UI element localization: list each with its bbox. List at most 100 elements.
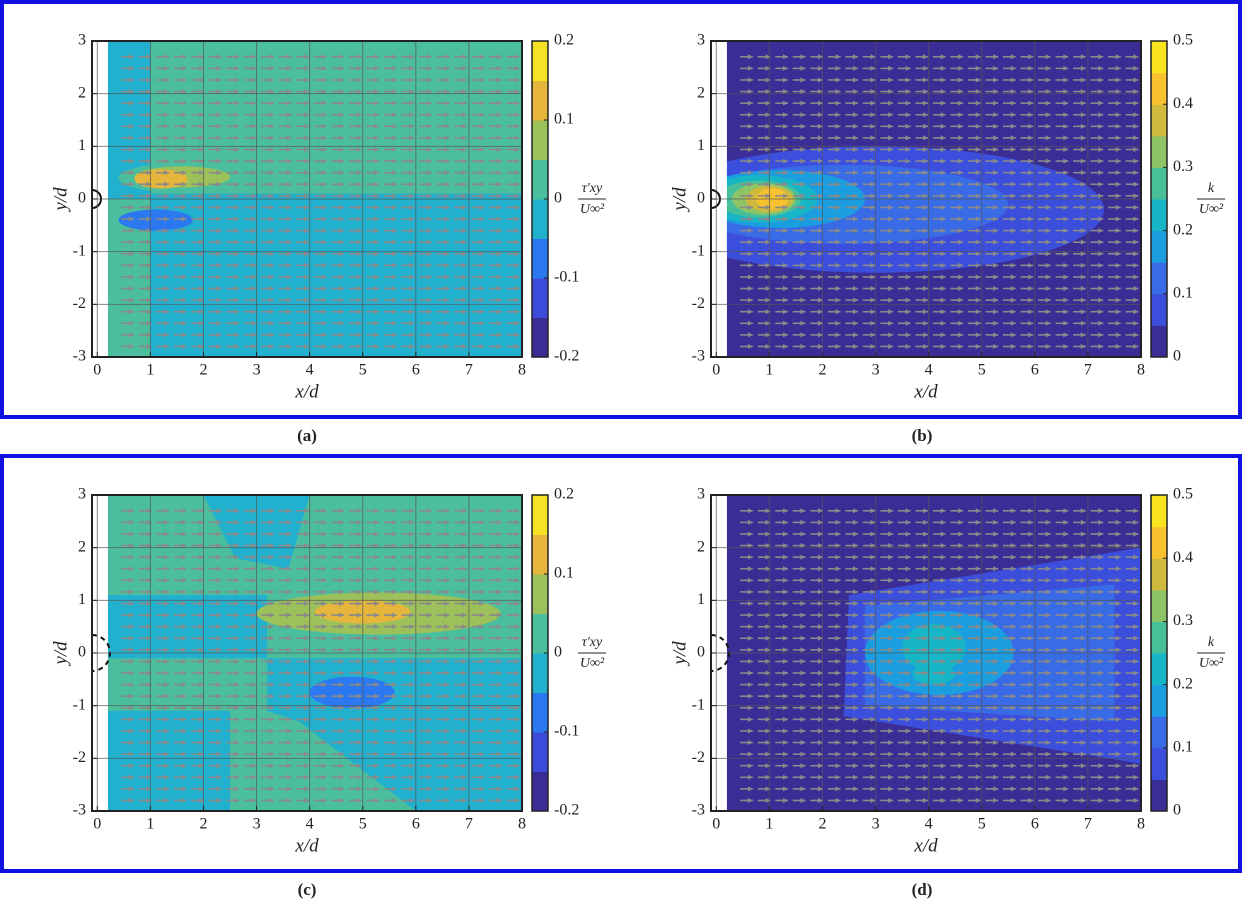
colorbar-tick-label: 0.1 [554, 111, 574, 128]
y-tick-label: 1 [697, 137, 705, 154]
colorbar-tick-label: 0.1 [1173, 284, 1193, 301]
colorbar-band [532, 693, 548, 733]
caption: (c) [298, 880, 317, 899]
x-tick-label: 4 [925, 362, 933, 379]
colorbar-band [532, 160, 548, 200]
colorbar-band [1151, 294, 1167, 326]
colorbar-band [1151, 199, 1167, 231]
x-axis-label: x/d [294, 381, 319, 402]
y-tick-label: -1 [73, 242, 86, 259]
x-tick-label: 0 [712, 362, 720, 379]
x-tick-label: 1 [765, 362, 773, 379]
x-tick-label: 8 [518, 816, 526, 833]
x-tick-label: 4 [306, 816, 314, 833]
x-tick-label: 6 [412, 362, 420, 379]
colorbar-band [532, 732, 548, 772]
field-region [108, 711, 230, 811]
colorbar-band [532, 318, 548, 358]
colorbar-band [532, 614, 548, 654]
field-region [310, 677, 395, 709]
colorbar-tick-label: 0.2 [554, 32, 574, 49]
y-tick-label: 2 [78, 84, 86, 101]
colorbar-band [1151, 73, 1167, 105]
colorbar-tick-label: -0.1 [554, 723, 579, 740]
x-tick-label: 2 [818, 362, 826, 379]
y-tick-label: 0 [697, 190, 705, 207]
x-tick-label: 5 [359, 362, 367, 379]
colorbar-band [532, 653, 548, 693]
y-tick-label: -3 [73, 802, 86, 819]
x-tick-label: 7 [465, 362, 473, 379]
colorbar-band [532, 120, 548, 160]
field-region [913, 664, 955, 685]
colorbar-band [532, 574, 548, 614]
x-tick-label: 5 [359, 816, 367, 833]
x-tick-label: 4 [306, 362, 314, 379]
caption: (a) [297, 426, 317, 445]
colorbar-label-den: U∞² [580, 202, 605, 217]
x-tick-label: 1 [146, 816, 154, 833]
x-tick-label: 8 [1137, 362, 1145, 379]
x-tick-label: 0 [93, 816, 101, 833]
y-tick-label: -1 [692, 242, 705, 259]
y-tick-label: 1 [78, 137, 86, 154]
colorbar-tick-label: 0 [1173, 348, 1181, 365]
x-axis-label: x/d [294, 835, 319, 856]
x-tick-label: 6 [1031, 362, 1039, 379]
x-tick-label: 1 [146, 362, 154, 379]
colorbar-tick-label: -0.2 [554, 802, 579, 819]
y-axis-label: y/d [669, 187, 690, 213]
x-tick-label: 7 [1084, 362, 1092, 379]
colorbar-label-num: k [1208, 181, 1215, 196]
colorbar-tick-label: 0 [554, 190, 562, 207]
y-tick-label: -2 [73, 749, 86, 766]
x-tick-label: 0 [93, 362, 101, 379]
colorbar-label-den: U∞² [1199, 202, 1224, 217]
colorbar-band [532, 199, 548, 239]
colorbar-tick-label: 0.5 [1173, 32, 1193, 49]
y-tick-label: -3 [692, 348, 705, 365]
colorbar-band [1151, 325, 1167, 357]
colorbar-band [532, 239, 548, 279]
y-tick-label: 3 [78, 486, 86, 503]
x-tick-label: 6 [412, 816, 420, 833]
colorbar-label-num: τ′xy [582, 181, 603, 196]
colorbar-band [1151, 104, 1167, 136]
y-tick-label: 1 [78, 591, 86, 608]
y-axis-label: y/d [50, 187, 71, 213]
x-tick-label: 3 [253, 816, 261, 833]
colorbar-tick-label: 0.2 [554, 486, 574, 503]
colorbar-label-num: τ′xy [582, 635, 603, 650]
colorbar-tick-label: -0.2 [554, 348, 579, 365]
x-tick-label: 5 [978, 362, 986, 379]
y-tick-label: -3 [73, 348, 86, 365]
y-tick-label: -2 [73, 295, 86, 312]
colorbar-tick-label: 0.3 [1173, 158, 1193, 175]
x-tick-label: 8 [518, 362, 526, 379]
x-tick-label: 7 [465, 816, 473, 833]
colorbar-band [532, 81, 548, 121]
y-tick-label: 0 [78, 190, 86, 207]
colorbar-tick-label: -0.1 [554, 269, 579, 286]
x-tick-label: 2 [199, 362, 207, 379]
colorbar-label-den: U∞² [580, 656, 605, 671]
x-axis-label: x/d [913, 381, 938, 402]
colorbar-band [532, 41, 548, 81]
y-tick-label: 2 [697, 84, 705, 101]
colorbar-tick-label: 0.4 [1173, 95, 1193, 112]
colorbar-band [1151, 136, 1167, 168]
y-tick-label: 3 [78, 32, 86, 49]
colorbar-tick-label: 0 [554, 644, 562, 661]
colorbar-band [1151, 167, 1167, 199]
colorbar-band [532, 535, 548, 575]
y-tick-label: -2 [692, 295, 705, 312]
x-tick-label: 3 [253, 362, 261, 379]
colorbar-band [532, 495, 548, 535]
colorbar-band [532, 278, 548, 318]
colorbar-band [532, 772, 548, 812]
y-tick-label: 2 [78, 538, 86, 555]
x-tick-label: 2 [199, 816, 207, 833]
colorbar-band [1151, 262, 1167, 294]
caption: (b) [912, 426, 933, 445]
